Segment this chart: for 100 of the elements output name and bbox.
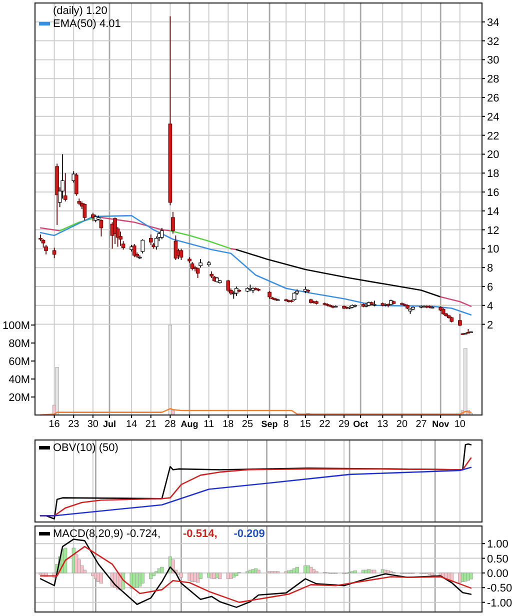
x-tick-label: Jul	[102, 419, 116, 429]
y-tick-label: 26	[487, 92, 500, 104]
x-tick-label: 30	[87, 419, 99, 430]
y-tick-label: 32	[487, 36, 500, 48]
x-tick-label: 14	[126, 419, 138, 430]
bar	[353, 570, 357, 574]
candlestick	[118, 231, 122, 246]
bar	[140, 572, 144, 584]
bar	[256, 570, 260, 574]
bar	[149, 572, 153, 580]
bar	[82, 570, 86, 574]
x-tick-label: 18	[222, 419, 234, 430]
bar	[168, 324, 172, 416]
bar	[380, 569, 384, 574]
text: -0.514,	[183, 528, 218, 540]
bar	[370, 570, 374, 574]
legend-label: MACD(8,20,9) -0.724,	[53, 528, 161, 540]
annotation: -0.209	[234, 528, 265, 540]
candlestick	[154, 236, 158, 250]
candlestick	[63, 172, 68, 202]
bar	[179, 572, 184, 578]
y-tick-label: 0.50	[487, 553, 508, 566]
line-series	[40, 408, 472, 416]
bar	[384, 570, 388, 574]
x-tick-label: Oct	[353, 419, 368, 429]
x-tick-label: 25	[242, 419, 254, 430]
candlestick	[196, 267, 200, 278]
x-tick-label: 20	[396, 419, 408, 430]
legend-label: EMA(50) 4.01	[53, 18, 121, 30]
candlestick	[113, 217, 117, 244]
bar	[215, 572, 219, 578]
bar	[55, 367, 59, 416]
y-tick-label: 10	[487, 244, 500, 256]
y-tick-label: 28	[487, 74, 500, 86]
x-tick-label: Sep	[261, 419, 278, 429]
x-tick-label: 16	[48, 419, 60, 430]
bar	[364, 570, 368, 574]
y-tick-label: 30	[487, 54, 500, 67]
bar	[372, 570, 376, 574]
x-tick-label: 8	[283, 419, 290, 430]
bar	[464, 348, 468, 416]
y-tick-label: -1.00	[487, 597, 512, 610]
y2-tick-label: 100M	[2, 320, 30, 332]
y-tick-label: 14	[487, 206, 500, 218]
bar	[198, 572, 202, 580]
y2-tick-label: 80M	[8, 338, 30, 350]
x-tick-label: 21	[145, 419, 157, 430]
candlestick	[226, 279, 230, 293]
bar	[160, 566, 164, 574]
bar	[312, 569, 316, 574]
bar	[251, 569, 255, 574]
candlestick	[458, 313, 462, 327]
x-tick-label: 10	[454, 419, 466, 430]
y-tick-label: 12	[487, 224, 500, 237]
bar	[157, 568, 161, 574]
candlestick	[82, 202, 87, 221]
candlestick	[160, 227, 164, 240]
y-tick-label: 8	[487, 262, 494, 275]
y-tick-label: 2	[487, 319, 494, 332]
bar	[232, 572, 236, 578]
x-tick-label: 22	[319, 419, 331, 430]
x-tick-label: 13	[377, 419, 389, 430]
y-tick-label: 6	[487, 281, 494, 294]
line-series	[40, 546, 472, 603]
x-tick-label: 28	[164, 419, 176, 430]
bar	[290, 570, 294, 574]
y-tick-label: 18	[487, 168, 500, 180]
candlestick	[140, 238, 145, 254]
bar	[469, 572, 473, 580]
line-series	[40, 214, 472, 316]
bar	[234, 572, 238, 576]
candlestick	[148, 234, 153, 246]
line-series	[236, 248, 442, 298]
x-tick-label: 27	[416, 419, 428, 430]
x-tick-label: Aug	[180, 419, 198, 429]
line-series	[40, 538, 472, 608]
candlestick	[179, 248, 184, 260]
bar	[152, 572, 156, 576]
y-tick-label: 24	[487, 111, 500, 124]
candlestick	[99, 218, 104, 237]
y-tick-label: 16	[487, 186, 500, 199]
y2-tick-label: 20M	[8, 392, 30, 404]
x-tick-label: 29	[338, 419, 350, 430]
bar	[464, 572, 468, 582]
candlestick	[234, 286, 238, 296]
y-tick-label: -0.50	[487, 582, 512, 595]
y2-tick-label: 60M	[8, 356, 30, 368]
y2-tick-label: 40M	[8, 374, 30, 386]
bar	[64, 548, 68, 574]
y-tick-label: 20	[487, 149, 500, 162]
candlestick	[74, 172, 78, 196]
candlestick	[171, 211, 175, 234]
x-tick-label: 11	[204, 419, 214, 430]
y-tick-label: 34	[487, 16, 500, 29]
bar	[309, 566, 313, 574]
x-tick-label: 15	[300, 419, 312, 430]
y-tick-label: 0.00	[487, 568, 508, 580]
y-tick-label: 1.00	[487, 538, 508, 551]
y-tick-label: 4	[487, 300, 494, 312]
bar	[99, 572, 104, 584]
